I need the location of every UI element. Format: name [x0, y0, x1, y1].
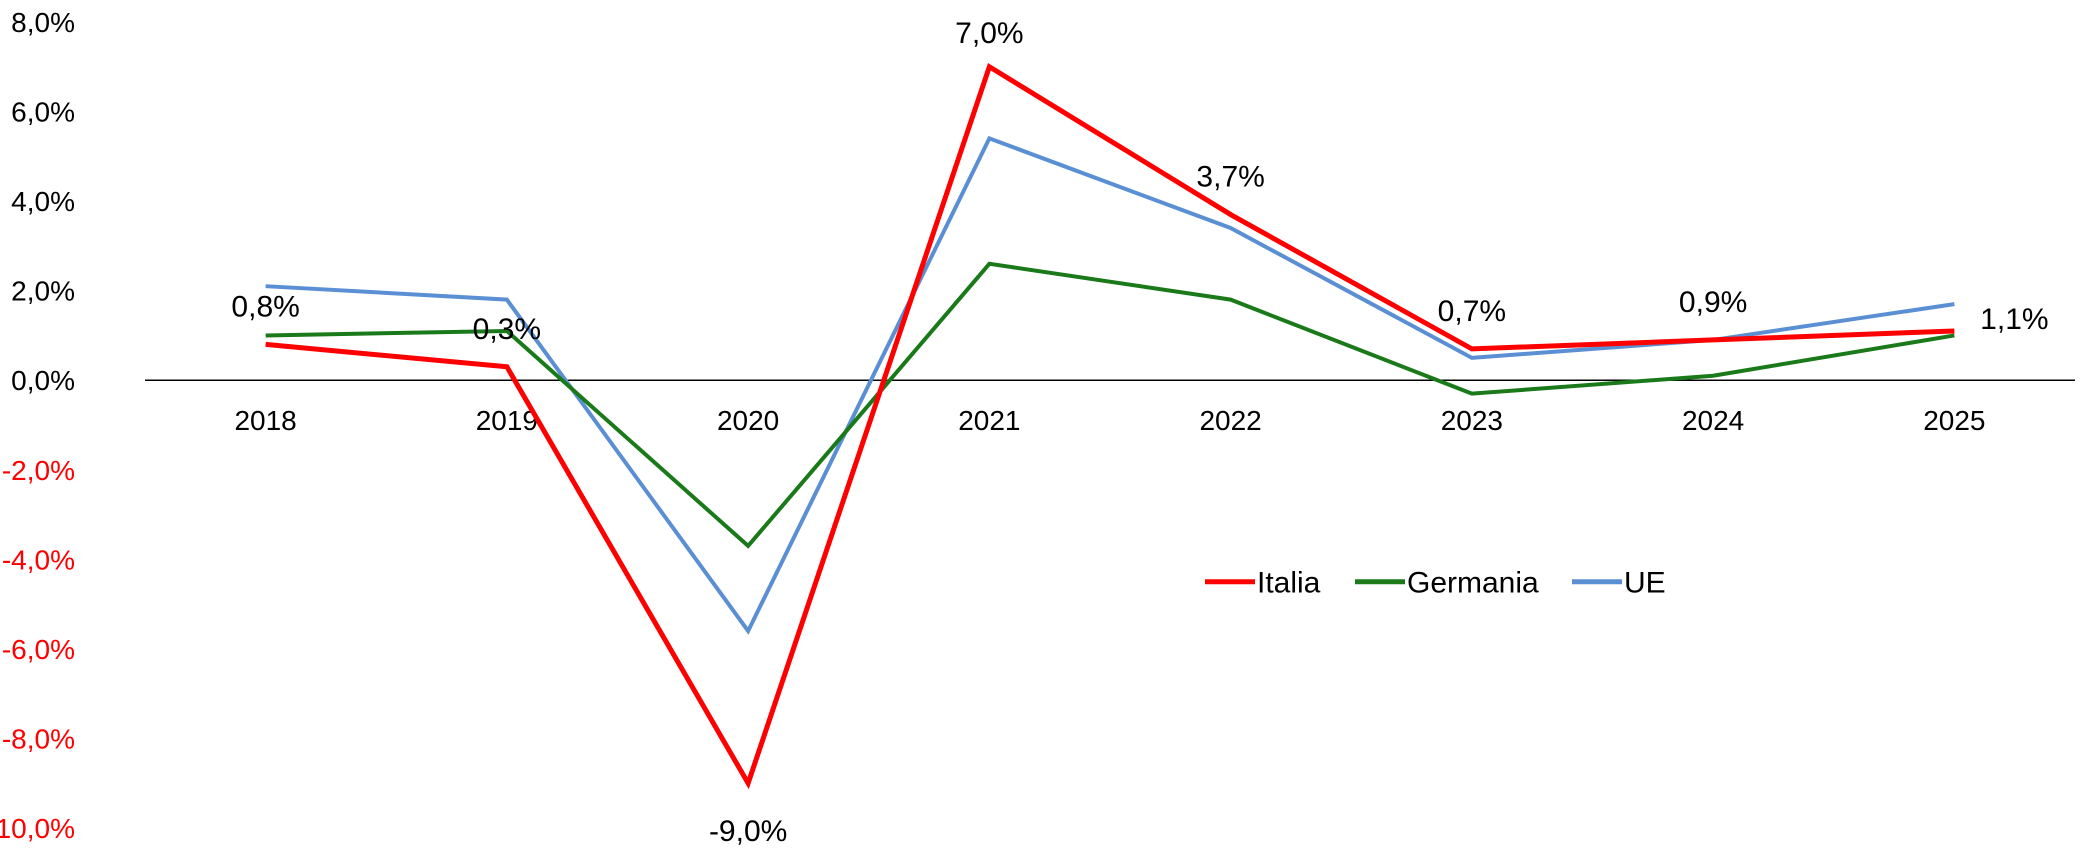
x-tick-label: 2023 [1441, 405, 1503, 436]
x-tick-label: 2024 [1682, 405, 1744, 436]
data-labels: 0,8% 0,3% -9,0% 7,0% 3,7% 0,7% 0,9% 1,1% [231, 17, 2048, 848]
x-tick-label: 2021 [958, 405, 1020, 436]
data-label: 0,8% [231, 290, 299, 323]
y-tick-label: 4,0% [11, 186, 75, 217]
x-tick-label: 2020 [717, 405, 779, 436]
data-label: 0,7% [1438, 295, 1506, 328]
x-tick-label: 2018 [234, 405, 296, 436]
legend-label-ue: UE [1624, 567, 1666, 600]
series-line-germania [265, 261, 1955, 549]
x-tick-label: 2025 [1923, 405, 1985, 436]
data-label: 7,0% [955, 17, 1023, 50]
y-tick-label: -6,0% [2, 634, 75, 665]
y-tick-label: 8,0% [11, 7, 75, 38]
x-axis: 2018 2019 2020 2021 2022 2023 2024 2025 [234, 405, 1985, 436]
data-label: 3,7% [1196, 161, 1264, 194]
y-tick-label: -8,0% [2, 723, 75, 754]
series-line-italia [265, 63, 1955, 790]
y-tick-label: -2,0% [2, 455, 75, 486]
data-label: 0,3% [473, 313, 541, 346]
y-tick-label: 2,0% [11, 276, 75, 307]
x-tick-label: 2022 [1199, 405, 1261, 436]
x-tick-label: 2019 [476, 405, 538, 436]
y-axis: 8,0% 6,0% 4,0% 2,0% 0,0% -2,0% -4,0% -6,0% -8,0%… [0, 7, 75, 844]
data-label: -9,0% [709, 815, 787, 848]
data-label: 1,1% [1980, 303, 2048, 336]
y-tick-label: 0,0% [11, 365, 75, 396]
series-lines [265, 63, 1955, 790]
y-tick-label: -4,0% [2, 544, 75, 575]
y-tick-label: -10,0% [0, 813, 75, 844]
data-label: 0,9% [1679, 286, 1747, 319]
y-tick-label: 6,0% [11, 97, 75, 128]
legend-label-italia: Italia [1257, 567, 1321, 600]
legend: Italia Germania UE [1205, 567, 1666, 600]
legend-label-germania: Germania [1407, 567, 1539, 600]
